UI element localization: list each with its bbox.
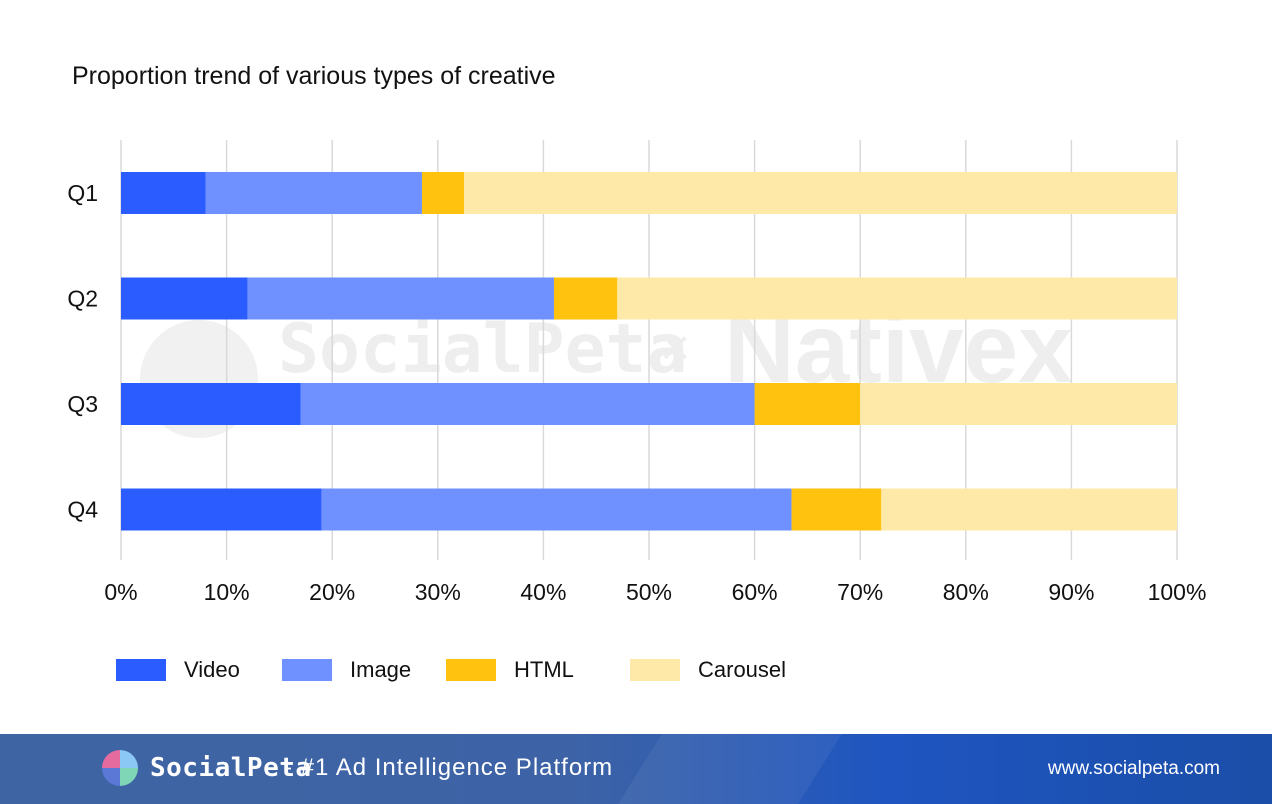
x-tick-label: 0% [104, 579, 137, 605]
legend-label-video: Video [184, 657, 240, 682]
legend-item-carousel: Carousel [630, 657, 786, 683]
bar-video-q1 [121, 172, 206, 214]
bar-image-q2 [247, 277, 554, 320]
bar-html-q3 [754, 383, 861, 425]
y-category-label: Q2 [67, 286, 98, 312]
x-tick-label: 80% [943, 579, 989, 605]
legend-label-carousel: Carousel [698, 657, 787, 682]
legend: Video Image HTML Carousel [116, 657, 786, 683]
chart-title: Proportion trend of various types of cre… [72, 62, 556, 90]
bar-html-q1 [421, 172, 465, 214]
stacked-bar-chart: 0% 10% 20% 30% 40% 50% 60% 70% 80% 90% 100% Q1 Q2 Q3 Q… [67, 140, 1207, 605]
legend-item-image: Image [282, 657, 446, 683]
footer-tagline: - #1 Ad Intelligence Platform [284, 754, 614, 781]
bar-html-q2 [553, 277, 618, 320]
legend-swatch-carousel [630, 659, 680, 681]
bar-image-q1 [205, 172, 422, 214]
bar-carousel-q2 [617, 277, 1177, 320]
legend-swatch-html [446, 659, 496, 681]
legend-label-html: HTML [514, 657, 574, 682]
footer-url[interactable]: www.socialpeta.com [1047, 758, 1220, 779]
footer-banner: SocialPeta - #1 Ad Intelligence Platform… [0, 734, 1272, 804]
socialpeta-logo-icon [102, 750, 138, 786]
x-tick-label: 100% [1148, 579, 1207, 605]
x-tick-label: 30% [415, 579, 461, 605]
x-tick-label: 90% [1048, 579, 1094, 605]
legend-item-video: Video [116, 657, 282, 683]
bar-carousel-q1 [464, 172, 1177, 214]
y-category-label: Q4 [67, 497, 98, 523]
x-tick-label: 50% [626, 579, 672, 605]
x-tick-label: 40% [520, 579, 566, 605]
x-tick-label: 60% [732, 579, 778, 605]
legend-item-html: HTML [446, 657, 630, 683]
bar-video-q2 [121, 277, 248, 320]
bar-image-q3 [300, 383, 755, 425]
bar-video-q4 [121, 488, 322, 531]
footer-brand: SocialPeta [150, 753, 312, 783]
legend-swatch-image [282, 659, 332, 681]
bar-image-q4 [321, 488, 792, 531]
legend-label-image: Image [350, 657, 412, 682]
bar-carousel-q4 [881, 488, 1177, 531]
bar-video-q3 [121, 383, 301, 425]
x-tick-label: 70% [837, 579, 883, 605]
legend-swatch-video [116, 659, 166, 681]
y-category-label: Q3 [67, 391, 98, 417]
x-tick-label: 10% [204, 579, 250, 605]
x-tick-label: 20% [309, 579, 355, 605]
bar-carousel-q3 [860, 383, 1177, 425]
y-category-label: Q1 [67, 180, 98, 206]
bar-html-q4 [791, 488, 882, 531]
